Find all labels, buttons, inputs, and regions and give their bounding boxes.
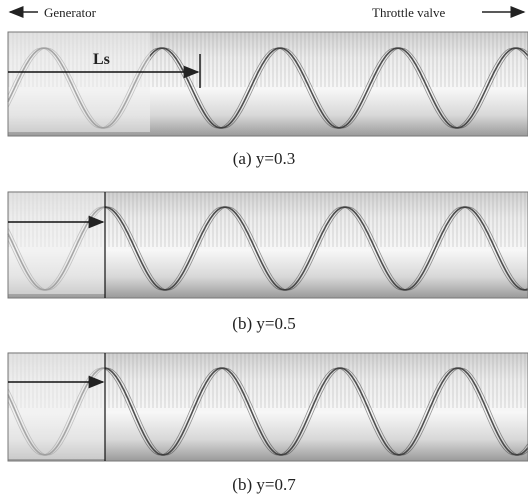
caption: (a) y=0.3 xyxy=(233,149,295,168)
caption: (b) y=0.7 xyxy=(232,475,296,494)
generator-label: Generator xyxy=(44,5,97,20)
faint-region xyxy=(8,352,105,459)
caption: (b) y=0.5 xyxy=(232,314,295,333)
panel xyxy=(7,191,528,299)
panel-border xyxy=(7,31,528,137)
throttle-label: Throttle valve xyxy=(372,5,446,20)
panel-border xyxy=(7,352,528,462)
panel-border xyxy=(7,191,528,299)
ls-label: Ls xyxy=(93,51,110,68)
panel xyxy=(7,352,528,462)
panel xyxy=(7,31,528,137)
faint-region xyxy=(8,32,150,132)
faint-region xyxy=(8,191,105,294)
